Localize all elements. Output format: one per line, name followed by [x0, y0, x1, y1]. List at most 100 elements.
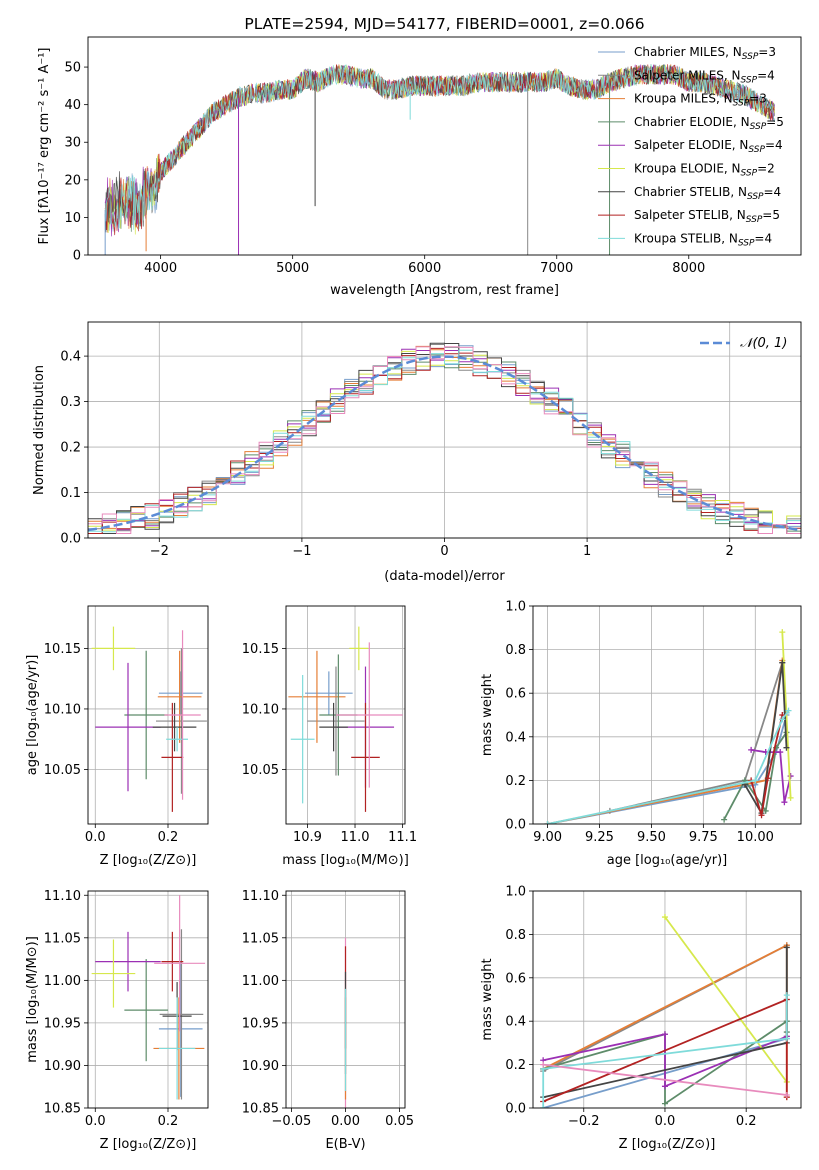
axes-frame [87, 321, 802, 539]
x-tick-label: 9.50 [637, 830, 666, 845]
data-point-4 [95, 931, 161, 992]
x-tick-label: 0.0 [85, 1114, 106, 1129]
data-point-8 [290, 675, 315, 804]
weight-line-0 [547, 714, 788, 824]
x-tick-label: 10.00 [737, 830, 774, 845]
x-tick-label: 2 [726, 544, 734, 559]
x-tick-label: 0 [440, 544, 448, 559]
x-tick-label: 4000 [144, 261, 177, 276]
y-axis-label: mass [log₁₀(M/M⊙)] [25, 936, 40, 1063]
weight-marker [787, 794, 794, 801]
weight-line-8 [542, 995, 788, 1108]
y-axis-label: Normed distribution [32, 365, 47, 495]
data-point-9 [164, 630, 201, 800]
weight-marker [752, 777, 759, 784]
x-tick-label: 8000 [672, 261, 705, 276]
y-tick-label: 10.15 [44, 642, 81, 657]
x-tick-label: 9.75 [689, 830, 718, 845]
axes-frame [532, 890, 802, 1109]
data-point-0 [305, 671, 353, 715]
legend: 𝒩(0, 1) [700, 336, 787, 351]
y-axis-label: mass weight [480, 674, 495, 756]
y-tick-label: 10.05 [44, 763, 81, 778]
axes-age-mass: 10.9 11.0 11.1 10.05 10.10 10.15 mass [log₁₀(M… [242, 605, 417, 868]
legend: Chabrier MILES, NSSP=3 Salpeter MILES, NS… [598, 45, 784, 248]
data-point-0 [158, 960, 203, 1097]
data-point-4 [95, 662, 161, 792]
y-axis-label: age [log₁₀(age/yr)] [25, 655, 40, 776]
weight-marker [661, 1083, 668, 1090]
legend-label-4: Salpeter ELODIE, NSSP=4 [634, 138, 783, 155]
y-tick-label: 11.10 [44, 889, 81, 904]
legend-label-0: Chabrier MILES, NSSP=3 [634, 45, 776, 62]
weight-marker [777, 749, 784, 756]
y-tick-label: 0.6 [505, 971, 526, 986]
x-tick-label: 9.25 [585, 830, 614, 845]
plot-mass-weight-Z [540, 914, 790, 1108]
histogram-6 [88, 342, 801, 534]
y-tick-label: 10 [64, 211, 81, 226]
weight-marker [779, 629, 786, 636]
weight-line-5 [664, 916, 788, 1083]
weight-marker [762, 807, 769, 814]
plot-age-Z [91, 626, 207, 812]
x-tick-label: 7000 [540, 261, 573, 276]
data-point-8 [166, 727, 188, 752]
plot-area [88, 891, 208, 1108]
y-tick-label: 0.0 [505, 1102, 526, 1117]
weight-line-6 [744, 662, 788, 816]
y-tick-label: 11.05 [242, 931, 279, 946]
axes-frame [285, 605, 406, 825]
y-tick-label: 0.8 [505, 643, 526, 658]
x-tick-label: 11.1 [388, 830, 417, 845]
data-point-1 [159, 929, 204, 1100]
y-tick-label: 50 [64, 61, 81, 76]
x-tick-label: −0.2 [568, 1114, 600, 1129]
x-axis-label: E(B-V) [325, 1137, 365, 1152]
x-axis-label: wavelength [Angstrom, rest frame] [330, 283, 559, 298]
y-tick-label: 11.10 [242, 889, 279, 904]
data-point-0 [158, 671, 203, 715]
y-axis-label: Flux [fλ10⁻¹⁷ erg cm⁻² s⁻¹ A⁻¹] [37, 48, 52, 245]
histogram-9 [88, 346, 801, 534]
y-tick-label: 0.6 [505, 687, 526, 702]
y-tick-label: 20 [64, 173, 81, 188]
x-tick-label: 0.0 [655, 1114, 676, 1129]
y-tick-label: 0.0 [60, 532, 81, 547]
x-tick-label: 1 [583, 544, 591, 559]
weight-marker [783, 1035, 790, 1042]
x-tick-label: 6000 [408, 261, 441, 276]
legend-label-5: Kroupa ELODIE, NSSP=2 [634, 162, 775, 179]
weight-marker [540, 1105, 547, 1108]
y-tick-label: 0.2 [505, 774, 526, 789]
weight-marker [764, 775, 771, 782]
y-tick-label: 1.0 [505, 600, 526, 615]
y-tick-label: 10.95 [242, 1016, 279, 1031]
spectrum-line-8 [104, 64, 775, 230]
plot-area [533, 891, 801, 1108]
y-tick-label: 0.2 [60, 441, 81, 456]
axes-mass-weight-age: 9.00 9.25 9.50 9.75 10.00 0.0 0.2 0.4 0.6 0.8 1.0 a… [480, 600, 802, 868]
axes-age-Z: 0.0 0.2 10.05 10.10 10.15 Z [log₁₀(Z/Z⊙)] age … [25, 605, 209, 868]
axes-frame [87, 605, 209, 825]
legend-label-3: Chabrier ELODIE, NSSP=5 [634, 115, 784, 132]
x-axis-label: Z [log₁₀(Z/Z⊙)] [100, 853, 197, 868]
y-tick-label: 0.8 [505, 928, 526, 943]
y-tick-label: 10.10 [44, 702, 81, 717]
y-tick-label: 0.2 [505, 1058, 526, 1073]
data-point-6 [319, 702, 348, 752]
x-axis-label: Z [log₁₀(Z/Z⊙)] [619, 1137, 716, 1152]
y-tick-label: 10.90 [44, 1059, 81, 1074]
weight-marker [661, 914, 668, 921]
weight-marker [783, 1091, 790, 1098]
weight-line-9 [543, 1063, 787, 1096]
y-tick-label: 30 [64, 136, 81, 151]
x-tick-label: 9.00 [533, 830, 562, 845]
weight-marker [779, 659, 786, 666]
y-tick-label: 1.0 [505, 885, 526, 900]
y-tick-label: 0.4 [505, 730, 526, 745]
axes-mass-weight-Z: −0.2 0.0 0.2 0.0 0.2 0.4 0.6 0.8 1.0 Z [log₁₀(Z/Z… [480, 885, 802, 1152]
y-tick-label: 10.85 [44, 1102, 81, 1117]
x-axis-label: (data-model)/error [384, 569, 505, 584]
